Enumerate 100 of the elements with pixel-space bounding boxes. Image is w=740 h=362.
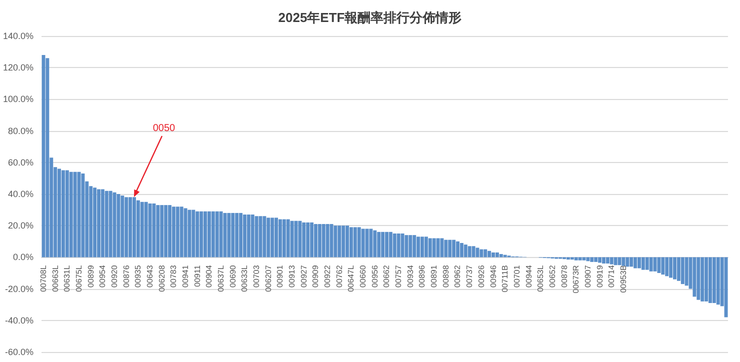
bar	[708, 257, 712, 304]
bar	[81, 173, 85, 258]
bar	[428, 238, 432, 258]
bar	[404, 235, 408, 258]
bar	[448, 240, 452, 258]
bar	[590, 257, 594, 262]
bar	[598, 257, 602, 263]
x-tick-label: 00631L	[62, 264, 72, 292]
bar	[452, 240, 456, 258]
bar	[676, 257, 680, 281]
bar	[342, 226, 346, 258]
x-tick-label: 00673R	[572, 264, 581, 294]
bar	[326, 224, 330, 258]
x-tick-label: 00757	[394, 264, 404, 288]
bar	[334, 226, 338, 258]
x-tick-label: 00878	[560, 264, 569, 288]
bar	[180, 206, 184, 258]
bar	[622, 257, 626, 266]
x-tick-label: 00703	[252, 264, 262, 288]
bar	[381, 232, 385, 258]
bar	[310, 222, 314, 258]
bar	[314, 224, 318, 258]
bar	[156, 205, 160, 258]
bar	[436, 238, 440, 258]
bar	[124, 197, 128, 258]
bar	[104, 190, 108, 258]
y-tick-label: -60.0%	[4, 347, 34, 357]
x-tick-label: 00891	[430, 264, 439, 288]
x-tick-label: 006208	[157, 264, 166, 292]
y-tick-label: -20.0%	[4, 284, 34, 294]
x-tick-label: 00711B	[500, 265, 510, 292]
bar	[400, 234, 404, 258]
bar	[46, 58, 50, 258]
bar	[385, 232, 388, 258]
x-tick-label: 00647L	[346, 264, 356, 292]
bar	[472, 246, 476, 258]
bar	[116, 194, 120, 258]
bar	[468, 246, 472, 258]
x-tick-label: 00926	[476, 264, 486, 288]
bar	[207, 211, 211, 258]
bar	[594, 257, 598, 262]
bar	[488, 250, 492, 258]
x-tick-label: 00701	[512, 264, 522, 288]
bar	[412, 235, 416, 258]
bar	[696, 257, 700, 300]
bar	[684, 257, 688, 286]
bar	[61, 170, 65, 258]
bar	[254, 216, 258, 258]
x-tick-label: 00909	[311, 264, 320, 288]
x-tick-label: 00919	[595, 264, 604, 288]
bar	[634, 257, 638, 268]
bar	[286, 219, 290, 258]
y-tick-label: 20.0%	[8, 220, 34, 231]
bar	[120, 196, 124, 258]
x-tick-label: 00956	[370, 264, 380, 288]
bar	[645, 257, 649, 270]
x-tick-label: 00944	[524, 264, 534, 288]
x-tick-label: 00901	[276, 264, 285, 288]
bar	[377, 232, 381, 258]
bar	[440, 238, 444, 258]
bar	[164, 205, 168, 258]
bar	[184, 208, 188, 258]
x-tick-label: 00920	[110, 264, 120, 288]
bar	[235, 212, 239, 258]
bar	[578, 257, 582, 260]
bar	[416, 236, 420, 258]
x-tick-label: 00714	[607, 264, 616, 288]
x-tick-label: 00637L	[216, 264, 226, 292]
bar	[239, 212, 242, 258]
x-tick-label: 00946	[488, 264, 498, 288]
bar	[242, 214, 246, 258]
bar	[73, 172, 77, 258]
bar	[396, 234, 400, 258]
x-tick-label: 00935	[134, 264, 143, 288]
bar	[424, 236, 428, 258]
y-tick-label: 80.0%	[8, 126, 34, 136]
bar	[373, 230, 377, 258]
bar	[200, 211, 204, 258]
bar	[108, 190, 112, 258]
bar	[196, 211, 200, 258]
x-tick-label: 00675L	[74, 264, 84, 292]
bar	[136, 200, 140, 258]
bar	[282, 219, 286, 258]
bar	[499, 254, 503, 258]
bar	[322, 224, 326, 258]
x-tick-label: 00953B	[618, 265, 628, 293]
bar	[610, 257, 614, 264]
bar	[602, 257, 606, 264]
bar	[349, 227, 353, 258]
x-tick-label: 00660	[358, 264, 368, 288]
bar	[476, 248, 480, 258]
y-tick-label: 0.0%	[13, 252, 34, 262]
x-tick-label: 00876	[122, 264, 131, 288]
x-tick-label: 00922	[323, 264, 332, 288]
x-tick-label: 00662	[382, 264, 392, 288]
bar	[223, 212, 227, 258]
bar	[626, 257, 630, 267]
bar	[420, 236, 424, 258]
x-tick-label: 00652	[548, 264, 557, 288]
bar	[606, 257, 610, 264]
